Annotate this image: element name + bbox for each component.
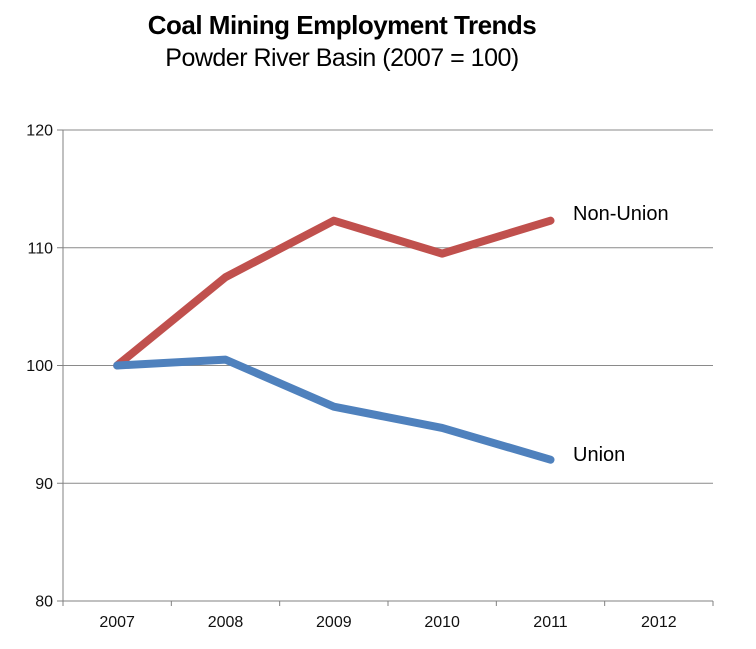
chart-subtitle: Powder River Basin (2007 = 100): [165, 44, 519, 72]
x-tick-label-2012: 2012: [641, 614, 677, 631]
y-tick-label-80: 80: [35, 594, 53, 611]
series-label-union: Union: [573, 444, 626, 466]
x-tick-label-2007: 2007: [99, 614, 135, 631]
x-tick-label-2011: 2011: [533, 614, 568, 631]
y-tick-label-100: 100: [26, 358, 53, 375]
series-line-non-union: [113, 216, 555, 370]
x-tick-label-2009: 2009: [316, 614, 352, 631]
y-tick-label-110: 110: [27, 240, 53, 257]
chart-header: Coal Mining Employment Trends Powder Riv…: [0, 10, 684, 73]
x-tick-label-2008: 2008: [208, 614, 244, 631]
series-label-non-union: Non-Union: [573, 203, 669, 225]
y-tick-label-90: 90: [35, 476, 53, 493]
chart-title: Coal Mining Employment Trends: [147, 10, 537, 40]
x-tick-label-2010: 2010: [424, 614, 460, 631]
y-tick-label-120: 120: [26, 123, 53, 140]
series-line-union: [113, 355, 555, 464]
